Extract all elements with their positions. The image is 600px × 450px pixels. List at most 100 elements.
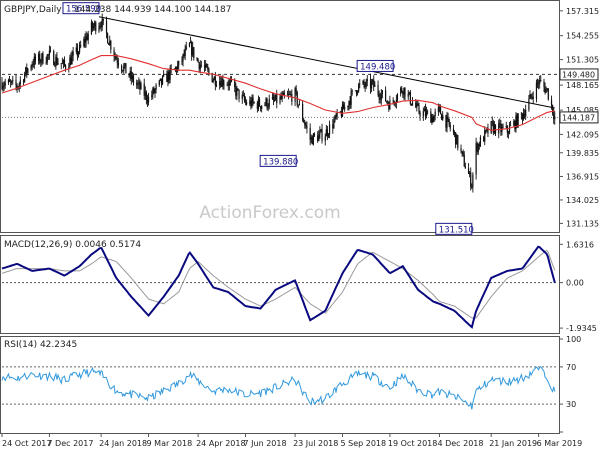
candle-body xyxy=(365,80,367,87)
price-y-tick-label: 139.835 xyxy=(566,149,599,158)
x-tick-label: 24 Oct 2017 xyxy=(2,439,51,448)
candle-body xyxy=(230,80,233,81)
candle-body xyxy=(146,99,149,103)
candle-body xyxy=(27,68,29,73)
candle-body xyxy=(122,70,124,72)
candle-body xyxy=(362,81,364,84)
candle-body xyxy=(291,94,293,102)
candle-body xyxy=(7,80,10,83)
annotation-label: 156.590 xyxy=(66,5,101,15)
candle-body xyxy=(168,71,170,80)
x-tick-label: 4 Dec 2018 xyxy=(437,439,483,448)
candle-body xyxy=(143,83,145,96)
candle-body xyxy=(128,73,130,77)
trendline xyxy=(98,16,555,109)
candle-body xyxy=(335,115,337,117)
candle-body xyxy=(15,79,17,86)
candle-body xyxy=(396,94,399,101)
candle-body xyxy=(349,101,351,105)
candle-body xyxy=(539,80,541,84)
candle-body xyxy=(276,94,278,104)
candle-body xyxy=(419,112,421,117)
candle-body xyxy=(366,79,368,81)
candle-body xyxy=(325,129,327,137)
candle-body xyxy=(272,96,275,100)
candle-body xyxy=(404,87,406,97)
candle-body xyxy=(505,125,507,128)
candle-body xyxy=(493,124,496,133)
candle-body xyxy=(402,91,404,95)
candle-body xyxy=(491,121,493,123)
rsi-y-tick-label: 70 xyxy=(566,363,576,372)
candle-body xyxy=(115,56,117,60)
candle-body xyxy=(535,82,538,99)
candle-body xyxy=(470,172,472,187)
price-title: GBPJPY,Daily xyxy=(4,5,62,15)
candle-body xyxy=(363,81,365,86)
watermark: ActionForex.com xyxy=(199,203,340,223)
candle-body xyxy=(250,100,252,107)
macd-title: MACD(12,26,9) 0.0046 0.5174 xyxy=(4,240,141,250)
candle-body xyxy=(189,42,192,43)
candle-body xyxy=(68,67,70,69)
candle-body xyxy=(294,88,296,102)
candle-body xyxy=(138,82,140,84)
candle-body xyxy=(350,91,352,105)
candle-body xyxy=(87,33,89,40)
candle-body xyxy=(387,101,389,104)
candle-body xyxy=(547,88,549,100)
candle-body xyxy=(523,113,526,117)
price-y-tick-label: 142.095 xyxy=(566,130,599,139)
candle-body xyxy=(453,132,456,134)
candle-body xyxy=(445,115,447,128)
price-reference-lines xyxy=(2,73,558,118)
candle-body xyxy=(114,56,116,57)
annotation-box xyxy=(62,2,100,15)
candle-body xyxy=(84,39,86,43)
candle-body xyxy=(471,186,473,188)
candle-body xyxy=(434,111,436,116)
x-tick-label: 24 Jan 2018 xyxy=(99,439,147,448)
candle-body xyxy=(395,100,397,104)
candle-body xyxy=(137,83,139,85)
candle-body xyxy=(229,80,232,82)
macd-signal-line xyxy=(1,249,556,319)
candle-body xyxy=(359,83,361,85)
candle-body xyxy=(116,59,118,63)
macd-lines xyxy=(1,245,556,329)
candle-body xyxy=(553,113,555,120)
candle-body xyxy=(11,81,13,83)
candle-body xyxy=(516,115,518,127)
candle-body xyxy=(228,81,230,86)
candle-body xyxy=(340,111,343,117)
candle-body xyxy=(379,98,381,100)
candle-body xyxy=(145,91,147,100)
x-tick-label: 24 Apr 2018 xyxy=(196,439,245,448)
candle-body xyxy=(425,111,428,117)
candle-body xyxy=(552,104,554,114)
candle-body xyxy=(85,36,87,43)
candle-body xyxy=(235,87,237,96)
candle-body xyxy=(219,81,221,86)
trendline-line xyxy=(98,16,555,109)
candle-body xyxy=(253,102,255,104)
candle-body xyxy=(319,131,321,135)
candle-body xyxy=(60,63,62,65)
annotation-box xyxy=(259,154,297,167)
candle-body xyxy=(327,134,330,136)
candle-body xyxy=(1,82,3,89)
candle-body xyxy=(208,69,210,74)
candle-body xyxy=(78,44,81,53)
candle-body xyxy=(110,41,112,50)
candle-body xyxy=(477,143,479,152)
candle-body xyxy=(358,84,360,92)
candle-body xyxy=(153,88,155,93)
candle-body xyxy=(283,92,285,96)
candle-body xyxy=(530,94,532,97)
moving-average xyxy=(1,55,555,131)
candle-body xyxy=(529,94,531,99)
candle-body xyxy=(463,154,465,167)
candle-body xyxy=(220,81,222,87)
candle-body xyxy=(132,75,135,83)
